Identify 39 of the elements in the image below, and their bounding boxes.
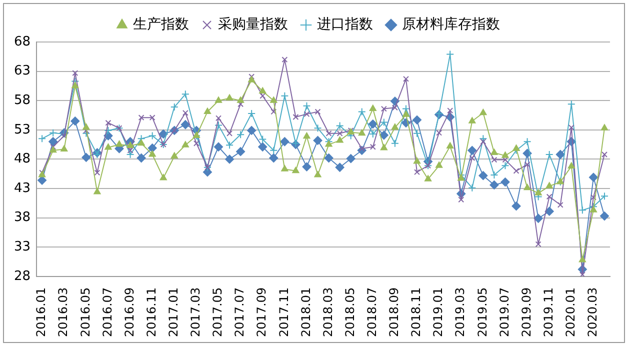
x-tick-label: 2017.09 (254, 287, 269, 337)
legend-label: 原材料库存指数 (402, 16, 500, 33)
x-tick-label: 2018.01 (298, 287, 313, 337)
y-tick-label: 58 (14, 92, 31, 108)
x-tick-label: 2017.11 (276, 287, 291, 337)
x-tick-label: 2016.01 (34, 287, 48, 337)
y-tick-label: 33 (14, 239, 31, 254)
legend-label: 进口指数 (317, 16, 373, 33)
x-tick-label: 2019.05 (475, 287, 490, 337)
legend-label: 生产指数 (133, 16, 189, 33)
y-tick-label: 38 (14, 210, 31, 226)
x-tick-label: 2016.09 (122, 287, 136, 337)
x-tick-label: 2018.09 (387, 287, 402, 337)
x-tick-label: 2017.07 (232, 287, 247, 337)
y-tick-label: 43 (14, 180, 31, 196)
x-tick-label: 2016.03 (56, 287, 70, 337)
x-tick-label: 2019.03 (453, 287, 468, 337)
x-tick-label: 2019.01 (431, 287, 446, 337)
x-tick-label: 2017.03 (188, 287, 203, 337)
x-tick-label: 2019.11 (541, 287, 556, 337)
y-tick-label: 48 (14, 152, 31, 167)
y-tick-label: 28 (14, 268, 31, 284)
x-tick-label: 2017.01 (166, 287, 181, 337)
x-tick-label: 2018.05 (342, 287, 357, 337)
x-tick-label: 2018.03 (320, 287, 335, 337)
x-tick-label: 2017.05 (210, 287, 225, 337)
x-tick-label: 2020.03 (586, 287, 600, 337)
y-tick-label: 68 (14, 34, 31, 50)
legend-label: 采购量指数 (218, 16, 288, 33)
x-tick-label: 2016.11 (144, 287, 158, 337)
x-tick-label: 2016.07 (100, 287, 114, 337)
x-tick-label: 2020.01 (564, 287, 578, 337)
x-tick-label: 2019.07 (497, 287, 512, 337)
y-tick-label: 53 (14, 122, 31, 138)
x-tick-label: 2018.11 (409, 287, 424, 337)
x-tick-label: 2016.05 (78, 287, 92, 337)
y-tick-label: 63 (14, 64, 31, 79)
x-tick-label: 2018.07 (365, 287, 380, 337)
x-tick-label: 2019.09 (519, 287, 534, 337)
